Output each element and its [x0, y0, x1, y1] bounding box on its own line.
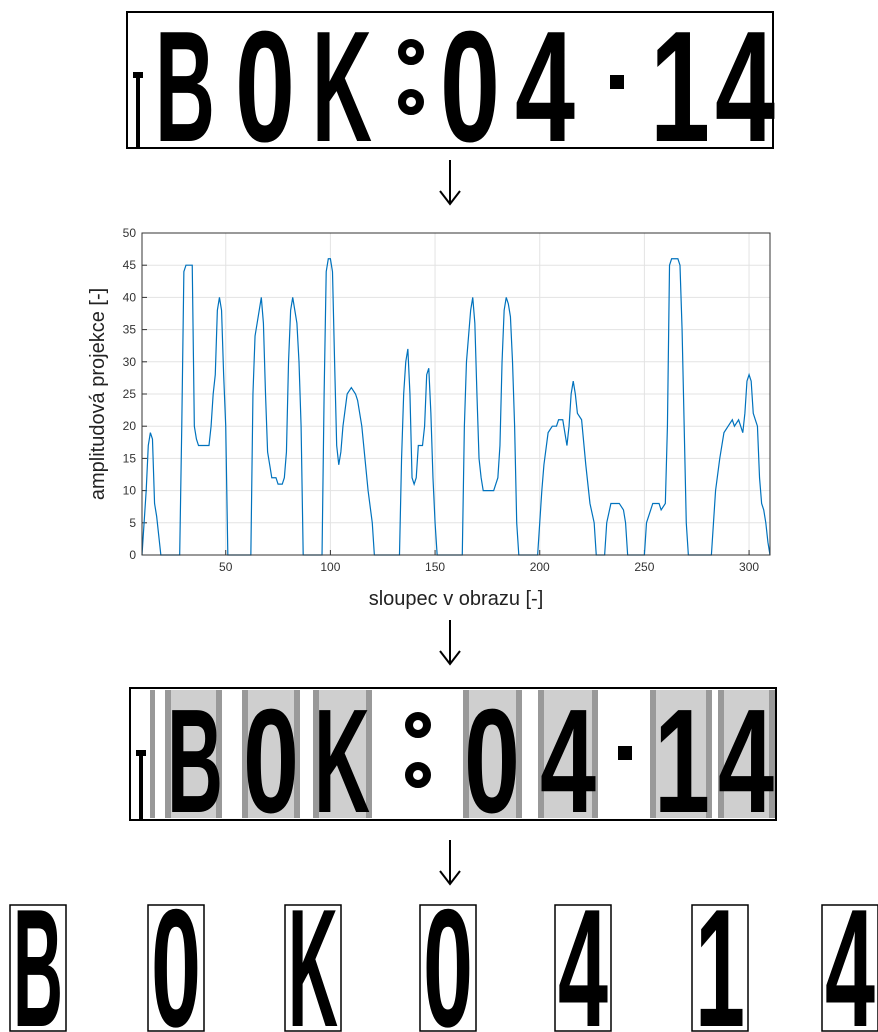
y-tick-label: 20 — [123, 419, 137, 433]
y-tick-label: 25 — [123, 387, 137, 401]
character: K — [288, 874, 338, 1032]
plate-character: 4 — [540, 679, 596, 844]
y-axis-label: amplitudová projekce [-] — [87, 288, 109, 500]
x-tick-label: 300 — [739, 560, 759, 574]
plate-character: K — [312, 0, 372, 175]
character: 4 — [558, 874, 608, 1032]
figure: B0K0414 sloupec v obrazu [-] amplitudová… — [0, 0, 878, 1032]
y-tick-label: 35 — [123, 323, 137, 337]
plate-mark — [139, 750, 143, 820]
y-tick-label: 30 — [123, 355, 137, 369]
y-tick-label: 45 — [123, 258, 137, 272]
x-tick-label: 100 — [320, 560, 340, 574]
y-tick-label: 5 — [129, 516, 136, 530]
arrow — [440, 620, 460, 664]
character: 4 — [825, 874, 875, 1032]
x-tick-label: 200 — [530, 560, 550, 574]
plate-character: 4 — [718, 679, 774, 844]
y-tick-label: 40 — [123, 290, 137, 304]
character: B — [13, 874, 63, 1032]
plate-character: 4 — [515, 0, 575, 175]
x-tick-label: 250 — [634, 560, 654, 574]
plate-character: 1 — [650, 0, 710, 175]
plate-character: 0 — [464, 679, 520, 844]
x-tick-label: 50 — [219, 560, 233, 574]
plate-character: B — [167, 679, 223, 844]
plate-mark — [136, 72, 140, 148]
plate-character: B — [155, 0, 215, 175]
segment-bar — [150, 690, 155, 818]
plate-character: 0 — [440, 0, 500, 175]
plate-character: K — [314, 679, 370, 844]
y-tick-label: 15 — [123, 451, 137, 465]
x-axis-label: sloupec v obrazu [-] — [369, 588, 544, 610]
character: 1 — [695, 874, 745, 1032]
plate-separator — [618, 746, 632, 760]
y-tick-label: 0 — [129, 548, 136, 562]
plate-character: 0 — [243, 679, 299, 844]
y-tick-label: 10 — [123, 484, 137, 498]
y-tick-label: 50 — [123, 226, 137, 240]
plate-character: 0 — [235, 0, 295, 175]
plate-character: 4 — [715, 0, 775, 175]
x-tick-label: 150 — [425, 560, 445, 574]
character: 0 — [151, 874, 201, 1032]
plate-separator — [610, 75, 624, 89]
chart: sloupec v obrazu [-] amplitudová projekc… — [87, 226, 770, 610]
plate-character: 1 — [654, 679, 710, 844]
character: 0 — [423, 874, 473, 1032]
